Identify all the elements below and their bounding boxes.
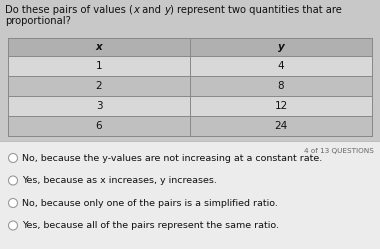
FancyBboxPatch shape [190,116,372,136]
Circle shape [8,198,17,207]
Text: 6: 6 [96,121,102,131]
Text: 12: 12 [274,101,288,111]
Text: Yes, because as x increases, y increases.: Yes, because as x increases, y increases… [22,176,217,185]
FancyBboxPatch shape [190,76,372,96]
Text: 4 of 13 QUESTIONS: 4 of 13 QUESTIONS [304,148,374,154]
Text: and: and [139,5,164,15]
Text: proportional?: proportional? [5,16,71,26]
Text: 4: 4 [278,61,284,71]
Text: 3: 3 [96,101,102,111]
Text: x: x [133,5,139,15]
Circle shape [8,176,17,185]
Text: 24: 24 [274,121,288,131]
Text: x: x [96,42,102,52]
FancyBboxPatch shape [190,56,372,76]
Text: 1: 1 [96,61,102,71]
Text: No, because only one of the pairs is a simplified ratio.: No, because only one of the pairs is a s… [22,198,278,207]
FancyBboxPatch shape [8,38,372,56]
FancyBboxPatch shape [190,96,372,116]
Text: Do these pairs of values (: Do these pairs of values ( [5,5,133,15]
Text: Yes, because all of the pairs represent the same ratio.: Yes, because all of the pairs represent … [22,221,279,230]
FancyBboxPatch shape [8,116,190,136]
Circle shape [8,153,17,163]
FancyBboxPatch shape [0,141,380,249]
Circle shape [8,221,17,230]
Text: No, because the y-values are not increasing at a constant rate.: No, because the y-values are not increas… [22,153,322,163]
Text: 2: 2 [96,81,102,91]
Text: 8: 8 [278,81,284,91]
Text: y: y [164,5,170,15]
FancyBboxPatch shape [8,76,190,96]
Text: y: y [278,42,284,52]
FancyBboxPatch shape [8,96,190,116]
Text: ) represent two quantities that are: ) represent two quantities that are [170,5,342,15]
FancyBboxPatch shape [8,56,190,76]
